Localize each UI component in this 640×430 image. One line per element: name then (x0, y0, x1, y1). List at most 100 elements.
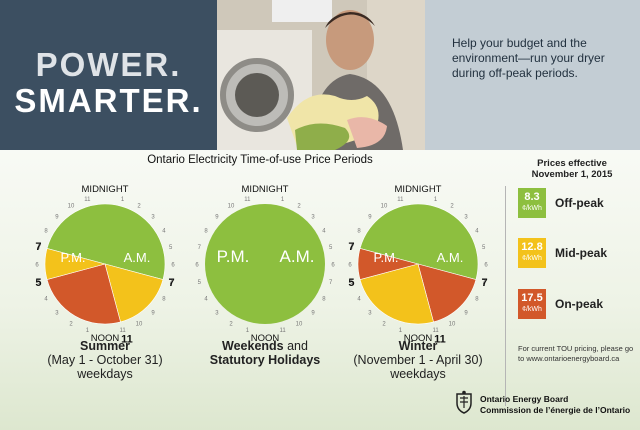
summer-hour-tick: 3 (151, 214, 155, 220)
ontario-crest-icon (456, 390, 472, 414)
weekend-caption: Weekends and Statutory Holidays (180, 339, 350, 367)
chart-title: Ontario Electricity Time-of-use Price Pe… (147, 154, 373, 166)
winter-caption-days: weekdays (390, 367, 446, 381)
weekend-hour-tick: 4 (322, 229, 326, 235)
laundry-photo-illustration (217, 0, 425, 150)
winter-hour-tick: 11 (432, 328, 439, 334)
winter-clock-face: 12345678910111234567891011MIDNIGHTNOONP.… (348, 184, 488, 344)
winter-segment-off-peak-0 (359, 203, 479, 280)
winter-hour-tick: 7 (482, 280, 486, 286)
summer-hour-tick: 7 (38, 245, 42, 251)
summer-caption: Summer (May 1 - October 31) weekdays (20, 339, 190, 381)
summer-hour-tick: 1 (86, 328, 90, 334)
winter-hour-tick: 6 (348, 263, 352, 269)
winter-hour-tick: 5 (351, 280, 355, 286)
winter-segment-on-peak-1 (417, 263, 477, 323)
summer-hour-tick: 1 (121, 197, 125, 203)
weekend-hour-tick: 1 (281, 197, 285, 203)
oeb-name-english: Ontario Energy Board (480, 394, 569, 404)
winter-hour-tick: 9 (464, 311, 468, 317)
winter-hour-tick: 11 (397, 197, 404, 203)
winter-hour-tick: 10 (449, 321, 456, 327)
summer-hour-tick: 11 (119, 328, 126, 334)
winter-hour-tick: 8 (357, 229, 361, 235)
summer-hour-tick: 8 (44, 229, 48, 235)
summer-hour-tick: 8 (162, 297, 166, 303)
summer-pm-label: P.M. (60, 250, 85, 265)
weekend-hour-tick: 6 (195, 263, 199, 269)
weekend-caption-holidays: Statutory Holidays (209, 353, 321, 367)
winter-hour-tick: 6 (484, 263, 488, 269)
off-peak-price: 8.3 (524, 191, 540, 203)
legend-title-line-1: Prices effective (537, 158, 607, 169)
weekend-hour-tick: 2 (229, 321, 233, 327)
oeb-signature: Ontario Energy Board Commission de l’éne… (454, 390, 640, 422)
summer-am-label: A.M. (124, 250, 151, 265)
winter-clock: 1 2 3 4 5 6 7 8 9 10 11 1 2 3 4 5 6 7 8 9 10 11 MIDNIGHT NOON P.… (343, 168, 493, 344)
weekend-hour-tick: 9 (215, 214, 219, 220)
winter-hour-tick: 3 (368, 311, 372, 317)
summer-caption-dates: (May 1 - October 31) (47, 353, 163, 367)
weekend-noon-label: NOON (251, 333, 280, 344)
summer-hour-tick: 6 (35, 263, 39, 269)
winter-hour-tick: 1 (434, 197, 438, 203)
winter-pm-label: P.M. (373, 250, 398, 265)
winter-segment-mid-peak-2 (359, 263, 434, 325)
winter-hour-tick: 3 (464, 214, 468, 220)
winter-caption-dates: (November 1 - April 30) (353, 353, 483, 367)
winter-hour-tick: 9 (368, 214, 372, 220)
weekend-hour-tick: 8 (322, 297, 326, 303)
weekend-hour-tick: 3 (215, 311, 219, 317)
winter-hour-tick: 4 (357, 297, 361, 303)
on-peak-unit: ¢/kWh (522, 306, 542, 313)
on-peak-price: 17.5 (521, 292, 543, 304)
summer-hour-tick: 10 (136, 321, 143, 327)
summer-segment-mid-peak-1 (104, 263, 164, 323)
winter-hour-tick: 2 (382, 321, 386, 327)
pricing-note: For current TOU pricing, please go to ww… (518, 344, 634, 363)
weekend-hour-tick: 7 (329, 280, 333, 286)
weekend-midnight-label: MIDNIGHT (242, 184, 289, 195)
summer-boundary-label: 5 (35, 277, 41, 289)
weekend-am-label: A.M. (280, 247, 315, 266)
winter-caption-title: Winter (398, 339, 438, 353)
summer-hour-tick: 5 (169, 245, 173, 251)
weekend-hour-tick: 9 (311, 311, 315, 317)
summer-hour-tick: 7 (169, 280, 173, 286)
weekend-hour-tick: 1 (246, 328, 250, 334)
summer-hour-tick: 5 (38, 280, 42, 286)
summer-hour-tick: 6 (171, 263, 175, 269)
winter-hour-tick: 10 (381, 204, 388, 210)
weekend-hour-tick: 11 (279, 328, 286, 334)
mid-peak-price: 12.8 (521, 241, 543, 253)
summer-midnight-label: MIDNIGHT (82, 184, 129, 195)
weekend-hour-tick: 3 (311, 214, 315, 220)
brand-panel: POWER. SMARTER. (0, 0, 217, 150)
winter-hour-tick: 1 (399, 328, 403, 334)
weekend-pm-label: P.M. (217, 247, 250, 266)
winter-boundary-label: 7 (348, 241, 354, 253)
weekend-clock-face: 12345678910111234567891011MIDNIGHTNOONP.… (195, 184, 335, 344)
header-banner: POWER. SMARTER. Help your budget and the… (0, 0, 640, 150)
off-peak-swatch: 8.3 ¢/kWh (518, 188, 546, 218)
weekend-hour-tick: 7 (198, 245, 202, 251)
winter-segment-on-peak-3 (357, 248, 420, 280)
on-peak-label: On-peak (555, 297, 604, 311)
blurb-text: Help your budget and the environment—run… (452, 36, 605, 80)
summer-hour-tick: 3 (55, 311, 59, 317)
winter-hour-tick: 4 (475, 229, 479, 235)
summer-caption-title: Summer (79, 339, 131, 353)
summer-segment-off-peak-0 (46, 203, 166, 280)
off-peak-unit: ¢/kWh (522, 205, 542, 212)
legend-item-mid-peak: 12.8 ¢/kWh Mid-peak (518, 238, 638, 268)
summer-boundary-label: 7 (35, 241, 41, 253)
weekend-clock: 1 2 3 4 5 6 7 8 9 10 11 1 2 3 4 5 6 7 8 9 10 11 MIDNIGHT NOON P.… (190, 168, 340, 344)
weekend-hour-tick: 11 (244, 197, 251, 203)
weekend-hour-tick: 8 (204, 229, 208, 235)
weekend-hour-tick: 2 (297, 204, 301, 210)
summer-hour-tick: 10 (68, 204, 75, 210)
winter-am-label: A.M. (437, 250, 464, 265)
weekend-hour-tick: 6 (331, 263, 335, 269)
blurb-panel: Help your budget and the environment—run… (425, 0, 640, 150)
weekend-hour-tick: 5 (198, 280, 202, 286)
